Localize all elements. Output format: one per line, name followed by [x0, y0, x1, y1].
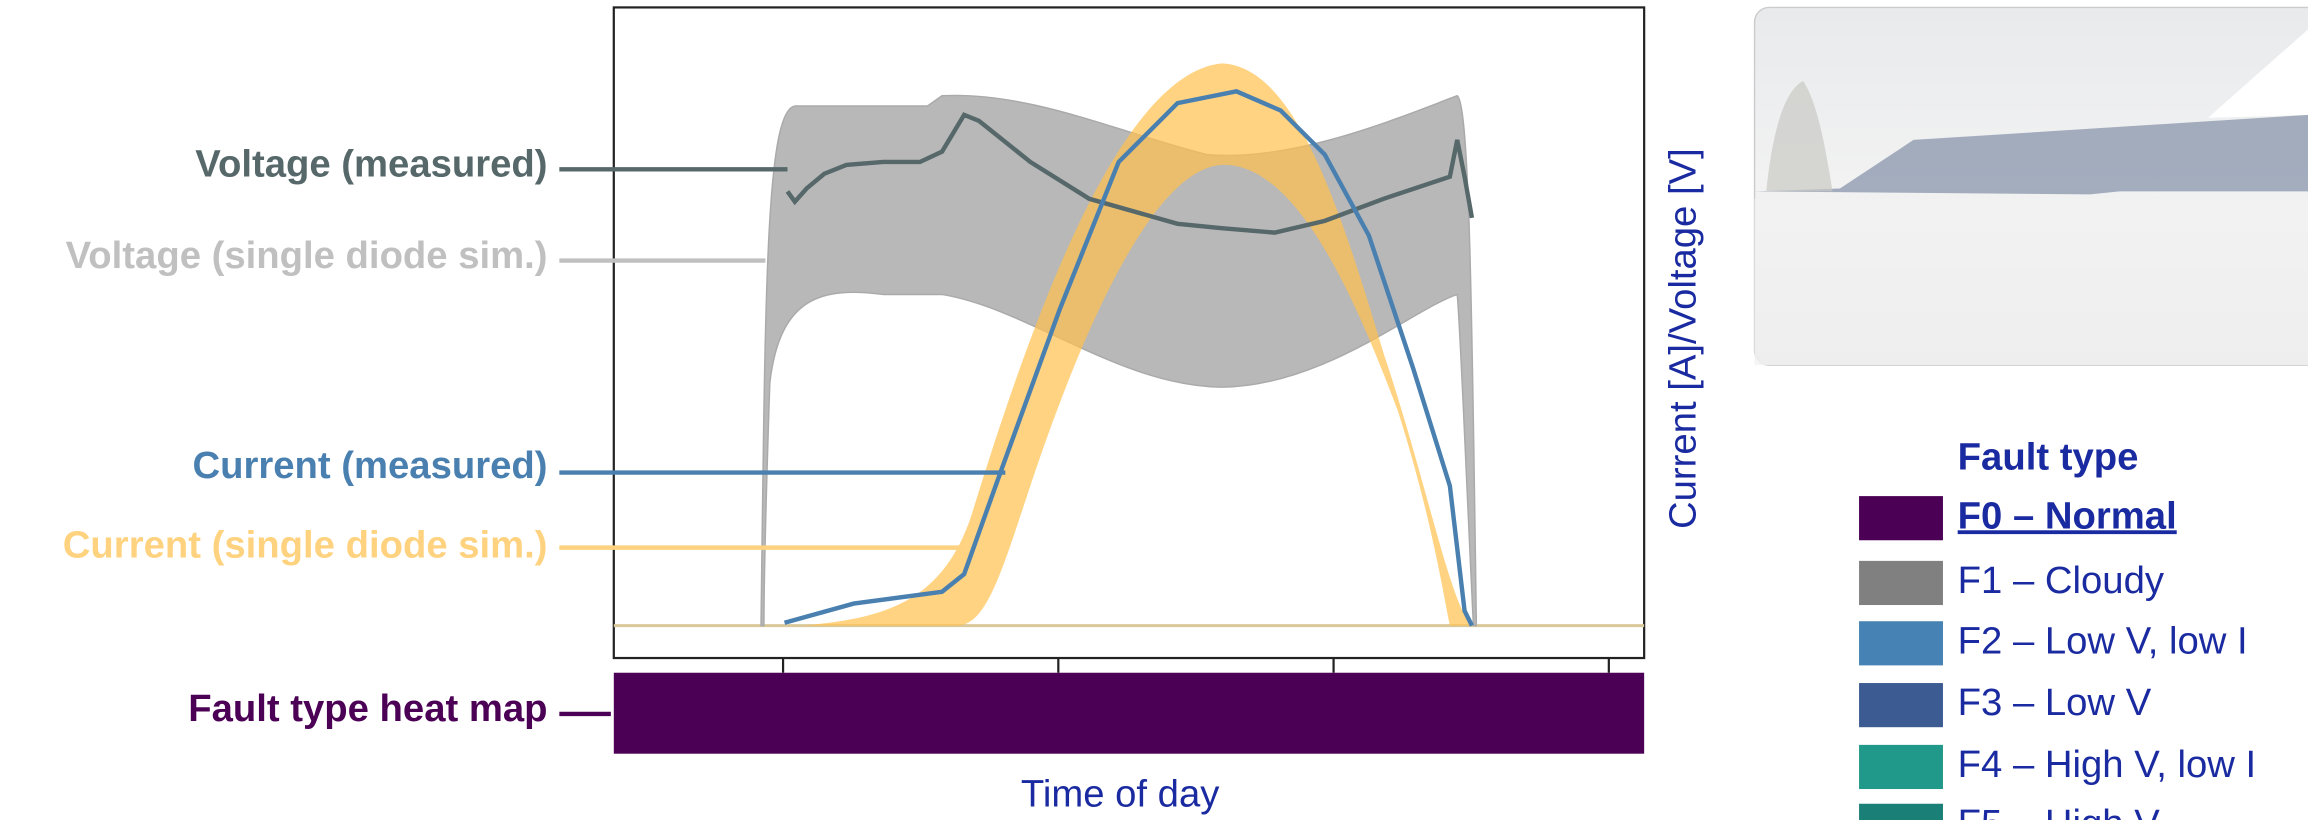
- legend-swatch: [1859, 745, 1943, 789]
- label: Voltage (measured): [195, 143, 547, 186]
- legend-label: F4 – High V, low I: [1958, 743, 2256, 786]
- legend-label: F5 – High V: [1958, 802, 2161, 820]
- legend-label: F3 – Low V: [1958, 681, 2152, 724]
- legend: F0 – Normal F1 – Cloudy F2 – Low V, low I…: [1859, 494, 2256, 820]
- y-axis-label: Current [A]/Voltage [V]: [1661, 148, 1704, 529]
- legend-title: Fault type: [1958, 435, 2139, 478]
- label: Current (single diode sim.): [63, 524, 548, 567]
- label: Voltage (single diode sim.): [66, 234, 548, 277]
- legend-label: F0 – Normal: [1958, 494, 2177, 537]
- label: Current (measured): [192, 444, 547, 487]
- heat-map: [614, 673, 1644, 754]
- x-axis-label: Time of day: [1021, 772, 1220, 815]
- label: Fault type heat map: [188, 687, 547, 730]
- page: Voltage (measured) Voltage (single diode…: [0, 0, 2308, 820]
- figure: Voltage (measured) Voltage (single diode…: [0, 0, 2308, 820]
- legend-swatch: [1859, 621, 1943, 665]
- legend-swatch: [1859, 804, 1943, 820]
- legend-swatch: [1859, 496, 1943, 540]
- x-ticks: [783, 658, 1609, 673]
- photo: [1755, 7, 2308, 365]
- legend-label: F2 – Low V, low I: [1958, 619, 2248, 662]
- legend-label: F1 – Cloudy: [1958, 559, 2165, 602]
- legend-swatch: [1859, 561, 1943, 605]
- legend-swatch: [1859, 683, 1943, 727]
